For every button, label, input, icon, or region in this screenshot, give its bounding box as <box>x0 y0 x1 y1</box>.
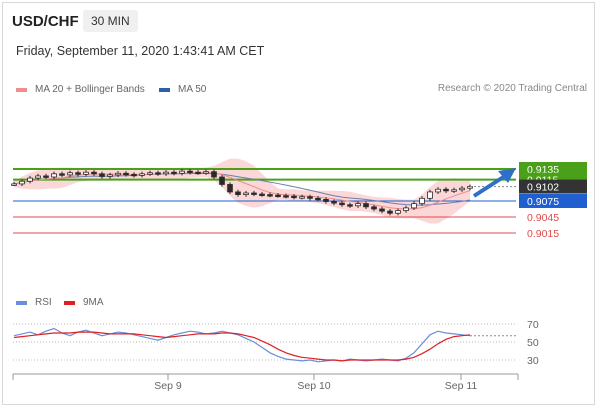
ma50-line <box>13 172 471 206</box>
candle-body <box>59 173 65 176</box>
candle-body <box>355 203 361 207</box>
rsi-tick-30: 30 <box>527 355 539 367</box>
candle-body <box>331 201 337 204</box>
candle-body <box>323 198 329 202</box>
legend-ma50: MA 50 <box>159 84 206 95</box>
legend-ma20-label: MA 20 + Bollinger Bands <box>35 84 145 95</box>
x-tick-label: Sep 9 <box>154 380 182 392</box>
candle-body <box>35 175 41 179</box>
candle-body <box>51 173 57 178</box>
candle-body <box>235 191 241 195</box>
level-tag-0.9135 <box>519 162 587 176</box>
x-tick-label: Sep 11 <box>445 380 478 392</box>
candle-body <box>275 194 281 198</box>
candle-body <box>195 171 201 175</box>
candle-body <box>307 196 313 199</box>
candle-body <box>131 173 137 177</box>
candle-body <box>339 202 345 206</box>
level-label-0.9045: 0.9045 <box>527 212 559 224</box>
candle-body <box>363 203 369 208</box>
trend-arrow-head <box>498 168 516 183</box>
candle-body <box>283 195 289 198</box>
legend-rsi-label: RSI <box>35 297 52 308</box>
candle-body <box>123 172 129 176</box>
rsi-line <box>13 327 471 363</box>
candle-body <box>203 171 209 174</box>
trend-arrow-shaft <box>472 172 510 198</box>
candle-body <box>451 189 457 192</box>
candle-body <box>107 174 113 177</box>
rsi-swatch <box>16 300 27 305</box>
legend-9ma-label: 9MA <box>83 297 104 308</box>
legend-ma20: MA 20 + Bollinger Bands <box>16 84 145 95</box>
candle-body <box>99 173 105 177</box>
datetime-label: Friday, September 11, 2020 1:43:41 AM CE… <box>16 44 265 58</box>
legend-ma50-label: MA 50 <box>178 84 207 95</box>
candle-body <box>211 171 217 178</box>
candle-body <box>43 175 49 178</box>
candle-body <box>387 210 393 214</box>
candle-body <box>27 177 33 182</box>
candle-body <box>427 191 433 199</box>
rsi-tick-50: 50 <box>527 337 539 349</box>
candle-body <box>291 195 297 199</box>
candle-body <box>139 173 145 176</box>
legend-rsi: RSI <box>16 297 52 308</box>
timeframe-badge[interactable]: 30 MIN <box>83 10 138 32</box>
candle-body <box>115 172 121 176</box>
level-label-0.9075: 0.9075 <box>527 196 559 208</box>
candle-body <box>19 180 25 185</box>
candle-body <box>403 207 409 211</box>
candle-body <box>411 203 417 209</box>
candle-body <box>163 171 169 175</box>
candle-body <box>419 197 425 205</box>
level-tag-0.9102 <box>519 179 587 194</box>
candle-body <box>299 196 305 199</box>
ma20-swatch <box>16 87 27 92</box>
9ma-swatch <box>64 300 75 305</box>
candle-body <box>379 208 385 212</box>
candle-body <box>155 172 161 175</box>
candle-body <box>251 192 257 195</box>
candle-body <box>219 176 225 185</box>
candle-body <box>67 172 73 176</box>
rsi-9ma-line <box>13 331 471 362</box>
candle-body <box>83 171 89 175</box>
level-tag-0.9075 <box>519 193 587 208</box>
candle-body <box>347 204 353 207</box>
candle-body <box>371 206 377 210</box>
candle-body <box>443 188 449 192</box>
candle-body <box>179 170 185 174</box>
candle-body <box>75 172 81 175</box>
rsi-tick-70: 70 <box>527 319 539 331</box>
candle-body <box>315 197 321 201</box>
x-tick-label: Sep 10 <box>297 380 330 392</box>
candle-body <box>91 171 97 175</box>
level-label-0.9015: 0.9015 <box>527 228 559 240</box>
legend-9ma: 9MA <box>64 297 104 308</box>
candle-body <box>395 210 401 214</box>
candle-body <box>267 194 273 197</box>
candle-body <box>11 183 17 186</box>
candle-body <box>459 187 465 191</box>
level-label-0.9102: 0.9102 <box>527 182 559 194</box>
candle-body <box>435 188 441 193</box>
credit-label: Research © 2020 Trading Central <box>437 83 587 94</box>
candle-body <box>187 170 193 174</box>
ma50-swatch <box>159 87 170 92</box>
ma20-line <box>13 171 471 210</box>
candle-body <box>259 193 265 196</box>
candle-body <box>171 171 177 175</box>
candle-body <box>227 184 233 193</box>
candle-body <box>243 192 249 195</box>
symbol-title: USD/CHF <box>12 13 79 30</box>
candle-body <box>147 172 153 175</box>
